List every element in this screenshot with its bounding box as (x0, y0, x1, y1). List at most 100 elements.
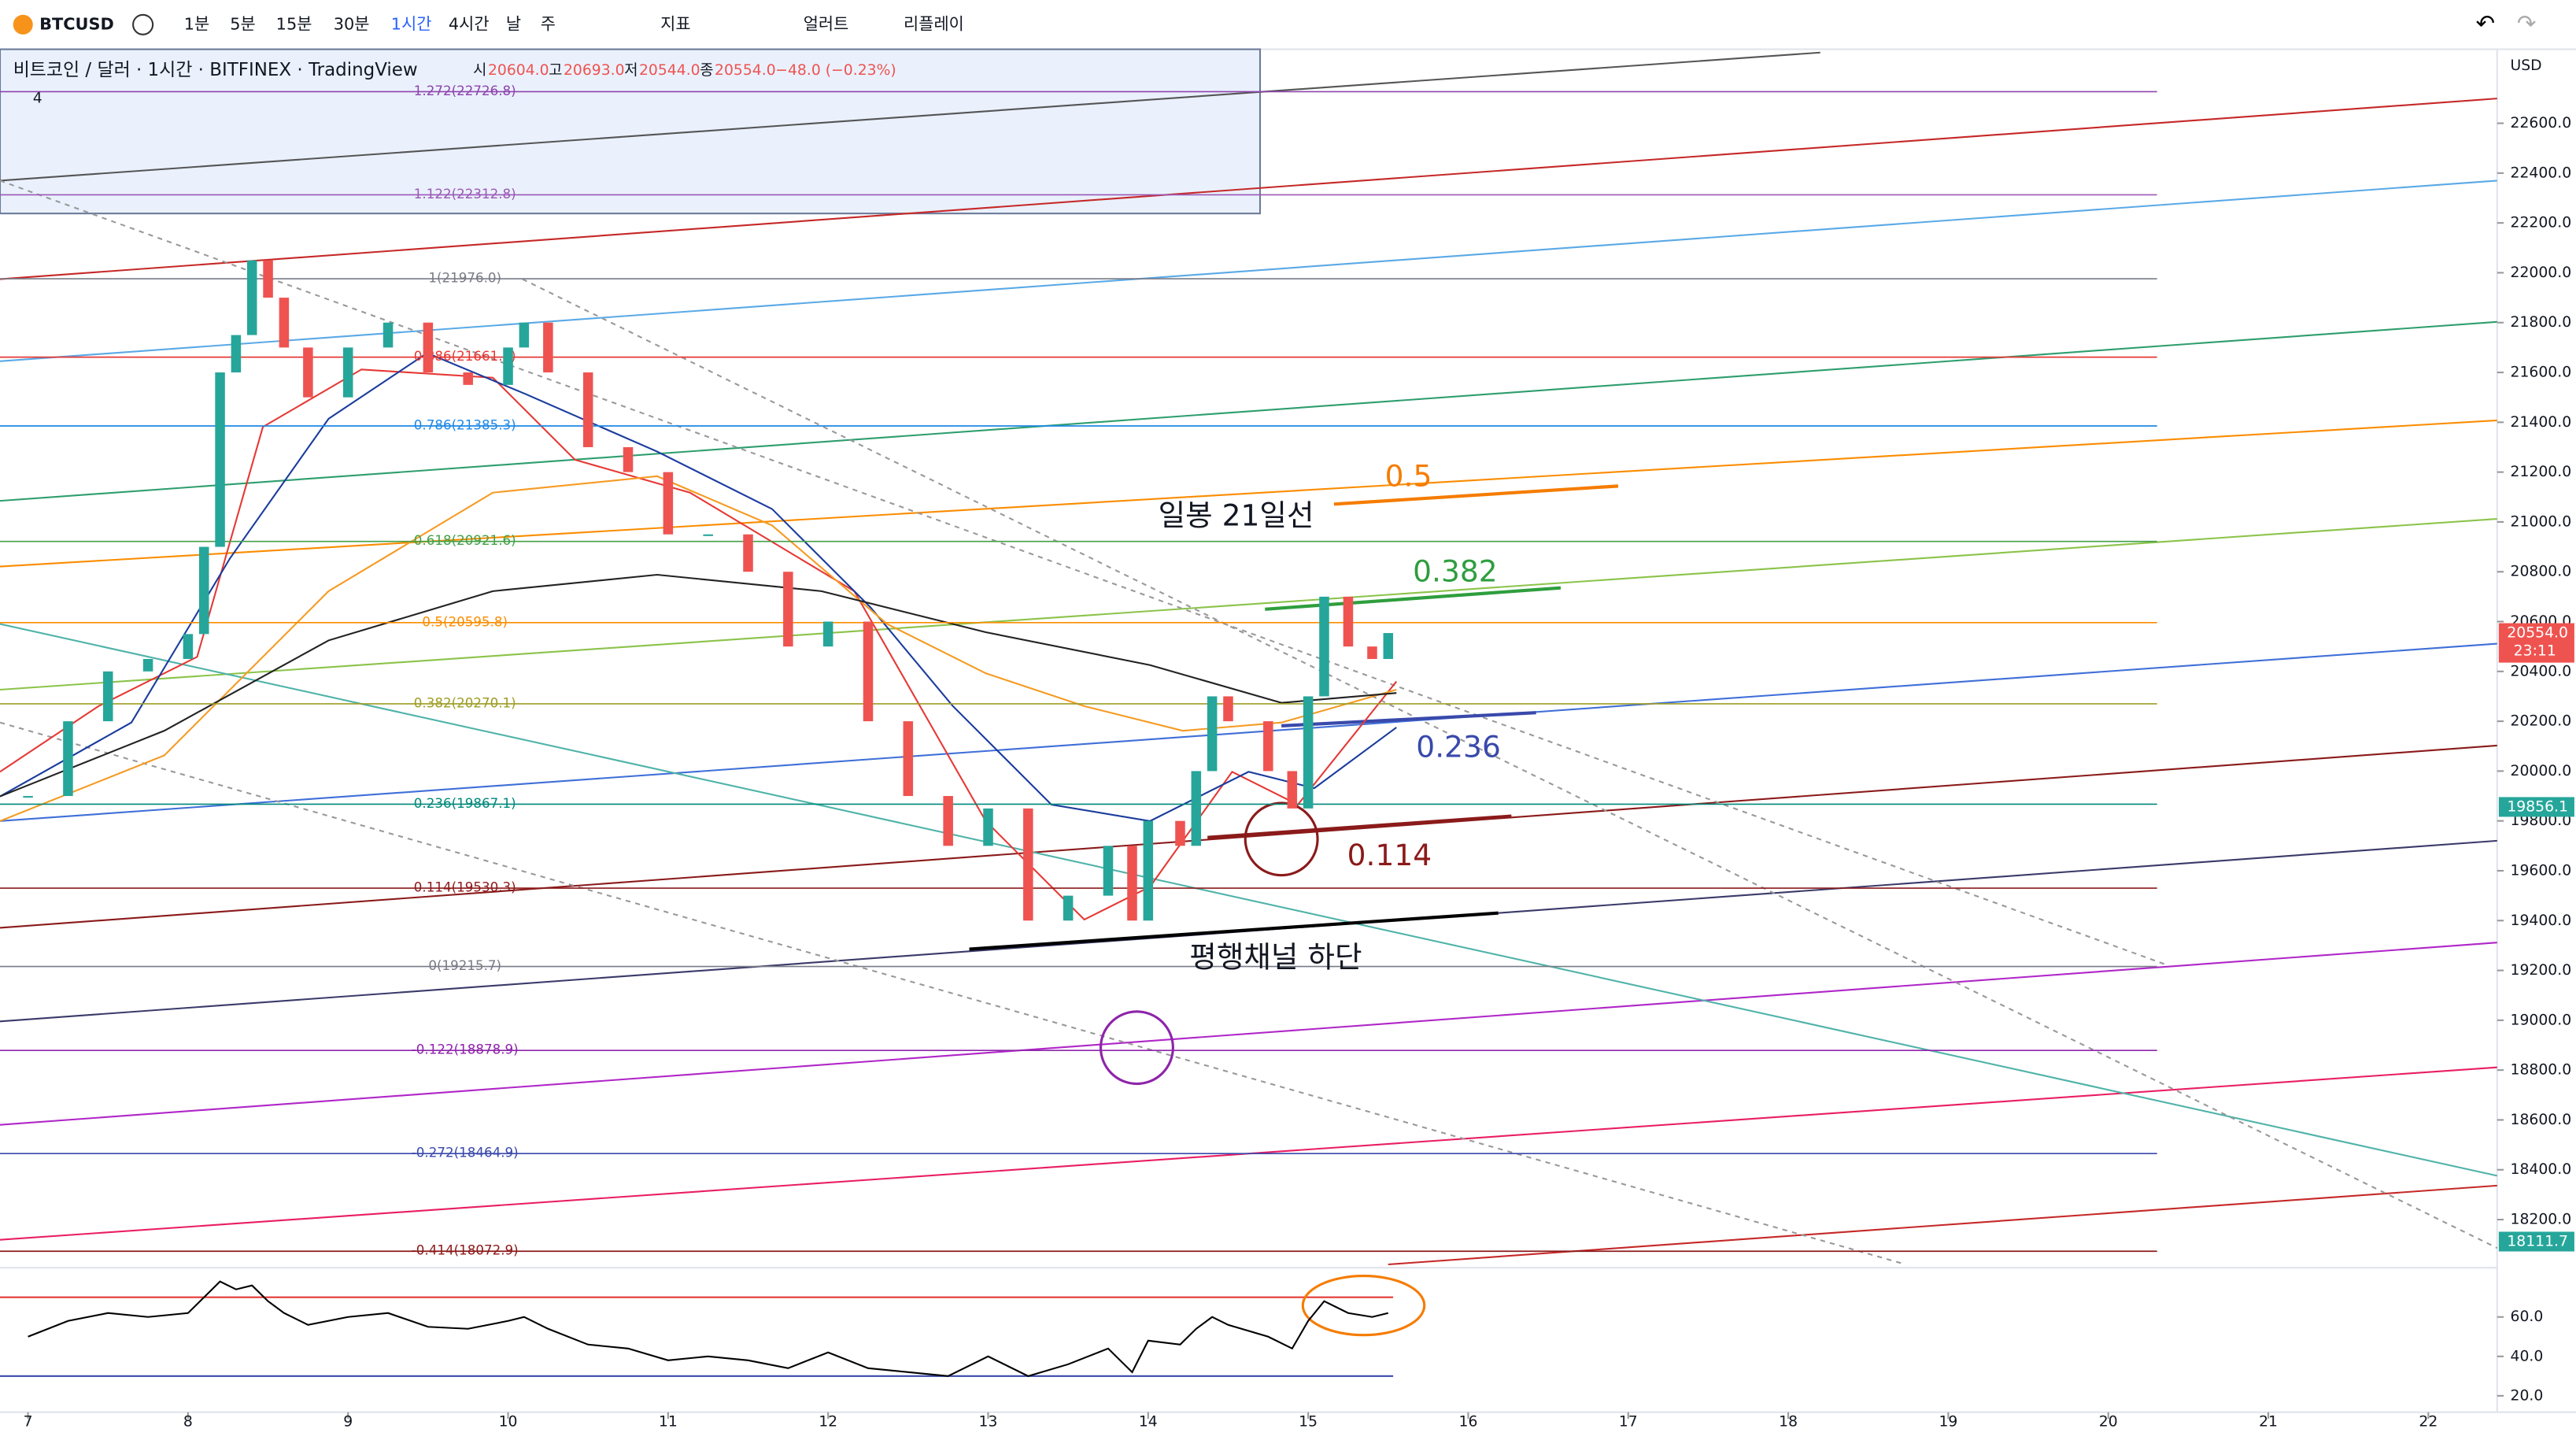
trend-line (1207, 814, 1512, 839)
x-tick-label: 8 (183, 1414, 193, 1431)
trend-line (0, 98, 2497, 280)
y-tick-label: 18600.0 (2511, 1112, 2572, 1128)
y-tick-label: 22000.0 (2511, 265, 2572, 281)
replay-button[interactable]: 리플레이 (904, 14, 964, 33)
fib-label: 0.382(20270.1) (414, 695, 516, 710)
candle (743, 534, 753, 572)
x-tick-label: 15 (1299, 1414, 1318, 1431)
annotation: 0.5 (1385, 458, 1432, 493)
fib-label: 1.272(22726.8) (414, 83, 516, 98)
highlight-circle (1099, 1010, 1174, 1086)
candle (983, 808, 993, 846)
ohlc-value: 20544.0 (639, 62, 700, 79)
candle (142, 658, 153, 672)
candle (582, 372, 593, 447)
fib-label: 0(19215.7) (428, 958, 501, 973)
rsi-tick-label: 60.0 (2511, 1309, 2544, 1325)
x-tick-label: 22 (2419, 1414, 2437, 1431)
price-tag-time: 23:11 (2514, 643, 2556, 660)
price-tag-label: 19856.1 (2507, 798, 2568, 815)
undo-button[interactable]: ↶ (2476, 9, 2495, 36)
interval-button[interactable]: 5분 (230, 14, 255, 33)
candle (1143, 820, 1154, 921)
candle (503, 347, 513, 385)
interval-button[interactable]: 30분 (334, 14, 370, 33)
interval-button[interactable]: 15분 (276, 14, 312, 33)
price-tag-label: 20554.0 (2507, 625, 2568, 642)
x-tick-label: 10 (499, 1414, 518, 1431)
interval-button[interactable]: 주 (541, 14, 556, 33)
candle (198, 546, 209, 635)
x-tick-label: 16 (1459, 1414, 1478, 1431)
indicators-button[interactable]: 지표 (660, 14, 690, 33)
y-tick-label: 21200.0 (2511, 464, 2572, 480)
ohlc-value: 20554.0 (715, 62, 776, 79)
add-symbol-button[interactable] (132, 13, 154, 35)
y-tick-label: 22600.0 (2511, 115, 2572, 131)
candle (1343, 596, 1354, 647)
y-tick-label: 20800.0 (2511, 564, 2572, 580)
symbol-icon (13, 14, 33, 35)
interval-button[interactable]: 4시간 (449, 14, 490, 33)
rsi-line (28, 1280, 1389, 1377)
candle (1303, 696, 1314, 809)
candle (383, 322, 394, 348)
y-tick-label: 19400.0 (2511, 912, 2572, 929)
interval-button[interactable]: 1시간 (391, 14, 432, 33)
candle (279, 298, 290, 348)
candle (1063, 895, 1074, 921)
rsi-tick-label: 20.0 (2511, 1387, 2544, 1404)
x-tick-label: 18 (1779, 1414, 1798, 1431)
fib-label: -0.414(18072.9) (412, 1243, 519, 1258)
ohlc-key: 종 (700, 62, 713, 79)
trend-line (0, 942, 2497, 1126)
moving-average (0, 352, 1397, 822)
x-tick-label: 13 (979, 1414, 998, 1431)
indicator-count: 4 (33, 91, 43, 107)
candle (23, 796, 33, 798)
redo-button: ↷ (2517, 9, 2536, 36)
fib-label: 0.786(21385.3) (414, 417, 516, 432)
ohlc-key: 고 (549, 62, 562, 79)
fib-label: -0.122(18878.9) (412, 1042, 519, 1057)
fib-label: 0.618(20921.6) (414, 533, 516, 548)
annotation: 일봉 21일선 (1159, 498, 1314, 533)
candle (342, 347, 353, 398)
candle (246, 260, 257, 335)
x-tick-label: 14 (1139, 1414, 1158, 1431)
candle (1023, 808, 1033, 921)
candle (463, 372, 473, 385)
annotation: 평행채널 하단 (1189, 940, 1362, 975)
ohlc-change: −48.0 (−0.23%) (775, 62, 896, 79)
interval-button[interactable]: 1분 (184, 14, 209, 33)
candle (663, 472, 674, 535)
y-tick-label: 18400.0 (2511, 1161, 2572, 1178)
y-tick-label: 19000.0 (2511, 1012, 2572, 1028)
x-tick-label: 21 (2259, 1414, 2278, 1431)
y-tick-label: 21400.0 (2511, 414, 2572, 431)
symbol[interactable]: BTCUSD (39, 14, 114, 33)
trend-line (0, 419, 2497, 568)
trend-line (0, 180, 2497, 362)
trend-line (0, 518, 2497, 691)
y-tick-label: 22200.0 (2511, 215, 2572, 231)
trend-line (0, 320, 2497, 502)
price-tag (2498, 1231, 2574, 1252)
trend-line (0, 51, 1820, 182)
candle (1367, 646, 1377, 659)
fib-label: 0.236(19867.1) (414, 796, 516, 811)
trend-line (1265, 586, 1561, 611)
y-tick-label: 20000.0 (2511, 763, 2572, 779)
trend-lines (0, 51, 2498, 1377)
trend-line (522, 278, 2498, 1249)
interval-button[interactable]: 날 (506, 14, 521, 33)
alert-button[interactable]: 얼러트 (804, 14, 849, 33)
x-tick-label: 12 (819, 1414, 837, 1431)
candle (423, 322, 434, 373)
y-tick-label: 22400.0 (2511, 165, 2572, 181)
trend-line (969, 911, 1499, 951)
candle (1319, 596, 1329, 697)
ohlc-value: 20604.0 (488, 62, 549, 79)
y-tick-label: 19600.0 (2511, 862, 2572, 879)
fib-label: 0.5(20595.8) (422, 614, 508, 629)
